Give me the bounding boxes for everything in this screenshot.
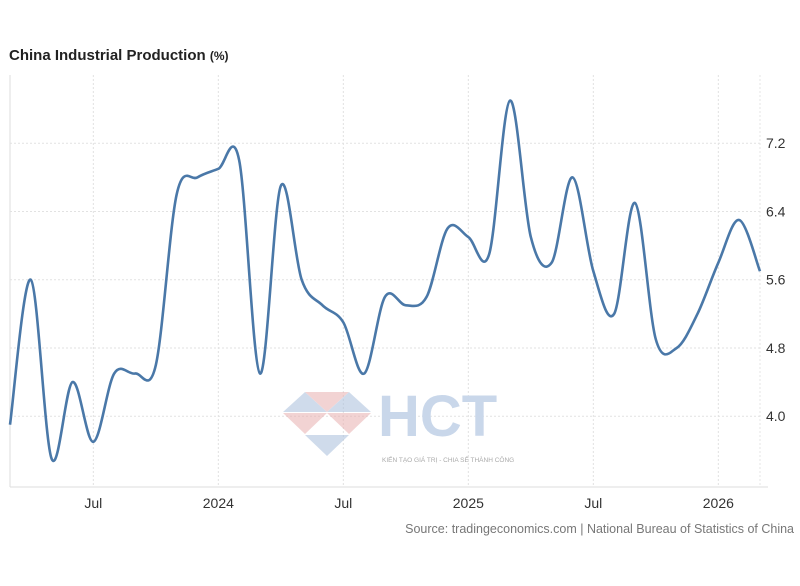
data-point <box>384 296 386 298</box>
data-point <box>71 381 73 383</box>
data-point <box>50 458 52 460</box>
chart-unit: (%) <box>209 49 229 63</box>
data-point <box>530 236 532 238</box>
data-point <box>155 364 157 366</box>
series-line <box>8 99 762 463</box>
x-tick-label: 2025 <box>453 495 484 511</box>
data-point <box>425 296 427 298</box>
data-point <box>509 99 511 101</box>
y-tick-label: 4.0 <box>766 408 786 424</box>
y-tick-label: 7.2 <box>766 135 786 151</box>
data-point <box>655 338 657 340</box>
data-point <box>675 347 677 349</box>
x-tick-label: 2024 <box>203 495 234 511</box>
data-point <box>592 270 594 272</box>
hct-watermark-logo <box>283 392 371 456</box>
data-point <box>321 304 323 306</box>
data-point <box>238 159 240 161</box>
data-point <box>92 441 94 443</box>
data-point <box>113 372 115 374</box>
x-tick-label: Jul <box>334 495 352 511</box>
logo-shape <box>327 392 371 412</box>
logo-shape <box>305 392 349 412</box>
data-point <box>613 313 615 315</box>
data-point <box>259 372 261 374</box>
y-tick-label: 6.4 <box>766 203 786 219</box>
data-point <box>759 270 761 272</box>
data-point <box>405 304 407 306</box>
data-point <box>134 372 136 374</box>
data-point <box>217 168 219 170</box>
data-point <box>280 185 282 187</box>
y-tick-label: 4.8 <box>766 340 786 356</box>
logo-shape <box>283 392 327 412</box>
x-tick-label: Jul <box>584 495 602 511</box>
data-point <box>300 279 302 281</box>
data-point <box>196 176 198 178</box>
logo-shape <box>305 435 349 456</box>
chart-title: China Industrial Production (%) <box>9 47 229 64</box>
data-point <box>467 236 469 238</box>
data-point <box>634 202 636 204</box>
y-tick-label: 5.6 <box>766 272 786 288</box>
data-point <box>488 253 490 255</box>
chart-title-text: China Industrial Production <box>9 47 206 64</box>
data-point <box>30 279 32 281</box>
x-tick-label: Jul <box>84 495 102 511</box>
hct-watermark-text: HCT <box>378 384 497 449</box>
data-point <box>446 227 448 229</box>
source-caption: Source: tradingeconomics.com | National … <box>405 522 794 536</box>
data-point <box>342 321 344 323</box>
data-point <box>9 424 11 426</box>
data-point <box>571 176 573 178</box>
x-tick-label: 2026 <box>703 495 734 511</box>
data-point <box>738 219 740 221</box>
logo-shape <box>283 413 327 434</box>
data-point <box>363 372 365 374</box>
logo-shape <box>327 413 371 434</box>
data-point <box>696 313 698 315</box>
data-point <box>550 261 552 263</box>
data-point <box>717 261 719 263</box>
data-point <box>175 193 177 195</box>
hct-watermark-tagline: KIẾN TẠO GIÁ TRỊ - CHIA SẺ THÀNH CÔNG <box>382 454 514 464</box>
